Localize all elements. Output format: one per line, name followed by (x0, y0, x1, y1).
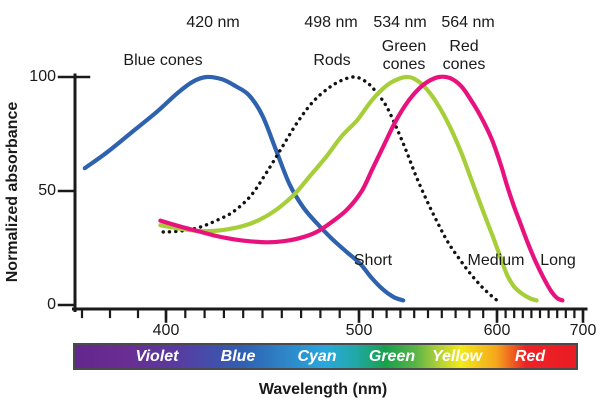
series-label-red-cones: Red cones (442, 38, 486, 73)
series-label-rods: Rods (313, 52, 351, 69)
x-tick-400: 400 (152, 322, 180, 339)
class-label-long: Long (540, 252, 576, 269)
y-tick-50: 50 (38, 182, 56, 199)
peak-label-rods: 498 nm (304, 14, 358, 31)
spectrum-label-yellow: Yellow (431, 347, 483, 365)
peak-label-blue: 420 nm (186, 14, 240, 31)
x-tick-500: 500 (345, 322, 373, 339)
spectrum-label-red: Red (514, 347, 546, 365)
x-axis-title: Wavelength (nm) (258, 381, 388, 398)
x-tick-700: 700 (569, 322, 597, 339)
class-label-medium: Medium (467, 252, 525, 269)
peak-label-red: 564 nm (441, 14, 495, 31)
series-label-green-cones: Green cones (381, 38, 427, 73)
y-axis-title: Normalized absorbance (4, 101, 21, 283)
class-label-short: Short (353, 252, 393, 269)
peak-label-green: 534 nm (373, 14, 427, 31)
spectrum-label-violet: Violet (135, 347, 179, 365)
spectrum-label-cyan: Cyan (297, 347, 337, 365)
x-tick-600: 600 (483, 322, 511, 339)
series-label-blue-cones: Blue cones (123, 52, 203, 69)
visible-spectrum-bar: Violet Blue Cyan Green Yellow Red (73, 343, 578, 370)
spectrum-label-green: Green (368, 347, 416, 365)
spectrum-label-blue: Blue (220, 347, 256, 365)
y-tick-0: 0 (47, 296, 56, 313)
y-tick-100: 100 (29, 68, 56, 85)
